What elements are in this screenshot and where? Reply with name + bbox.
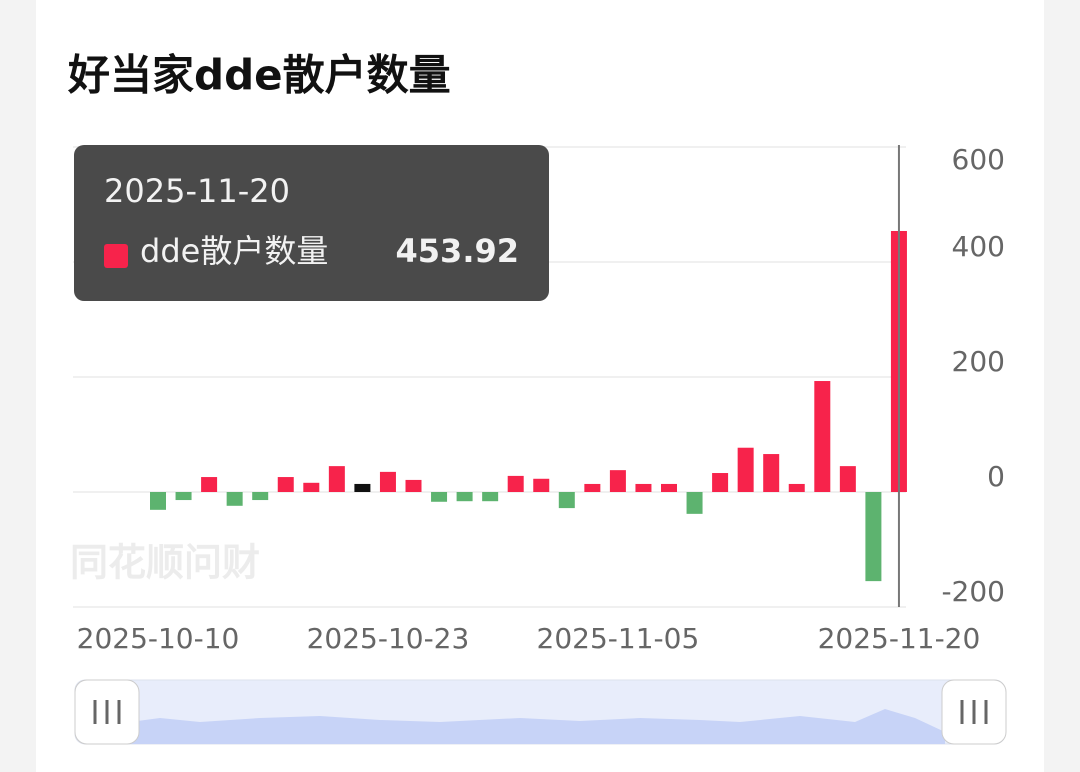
bar — [737, 447, 754, 492]
bar — [175, 492, 192, 501]
zoom-slider[interactable] — [74, 679, 1007, 745]
bar — [150, 492, 166, 510]
bar — [865, 492, 882, 582]
bar — [609, 470, 626, 492]
tooltip-box — [74, 145, 549, 301]
y-tick-label: -200 — [941, 575, 1005, 608]
tooltip-date: 2025-11-20 — [104, 172, 290, 210]
slider-preview — [130, 709, 945, 744]
bar — [328, 466, 345, 492]
bar — [354, 483, 371, 492]
x-tick-label: 2025-10-10 — [77, 622, 240, 655]
bar — [431, 492, 448, 502]
bar — [379, 471, 396, 492]
bar — [405, 479, 422, 492]
chart-title: 好当家dde散户数量 — [67, 51, 451, 100]
y-tick-label: 600 — [952, 143, 1005, 176]
bar — [507, 475, 524, 492]
tooltip-swatch — [104, 244, 128, 268]
y-tick-label: 200 — [952, 345, 1005, 378]
y-tick-label: 0 — [987, 460, 1005, 493]
bar — [303, 482, 320, 492]
bar — [661, 483, 677, 492]
tooltip-value: 453.92 — [396, 232, 519, 270]
x-tick-label: 2025-10-23 — [307, 622, 470, 655]
bar — [686, 492, 703, 514]
bar — [839, 466, 856, 492]
watermark: 同花顺问财 — [70, 541, 260, 585]
x-tick-label: 2025-11-05 — [537, 622, 700, 655]
bar — [456, 492, 473, 502]
bar — [533, 478, 550, 492]
handle-grip — [960, 700, 988, 724]
handle-grip — [93, 700, 121, 724]
bar — [226, 492, 243, 506]
bar — [252, 492, 269, 501]
bar — [763, 454, 780, 492]
bar — [482, 492, 499, 502]
card — [36, 0, 1044, 772]
x-tick-label: 2025-11-20 — [818, 622, 981, 655]
tooltip: 2025-11-20 dde散户数量 453.92 — [74, 145, 549, 301]
bar — [201, 477, 218, 492]
bar — [814, 381, 831, 492]
bar — [788, 483, 805, 492]
y-tick-label: 400 — [952, 230, 1005, 263]
bar — [277, 477, 294, 492]
bar — [558, 492, 575, 509]
tooltip-series-name: dde散户数量 — [140, 232, 328, 270]
bar — [584, 483, 601, 492]
bar — [635, 483, 652, 492]
bar — [712, 473, 729, 492]
